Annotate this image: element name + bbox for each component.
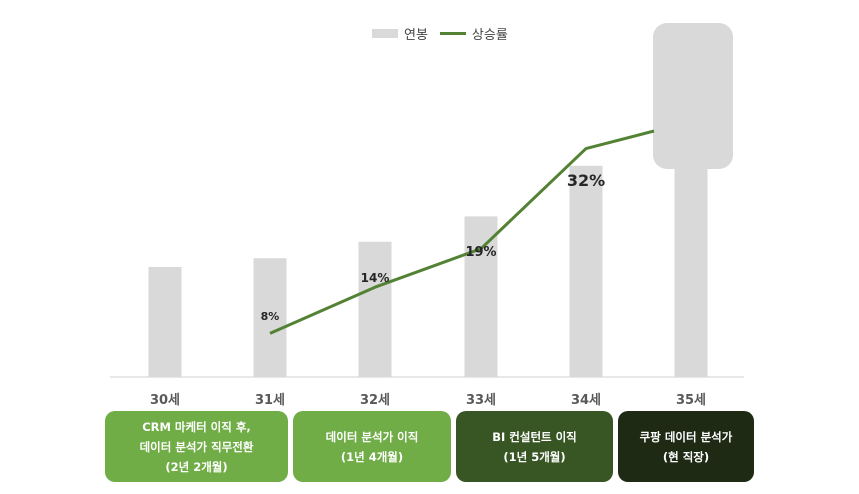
career-card: 쿠팡 데이터 분석가 (현 직장) [618, 411, 754, 482]
legend-line-swatch [439, 32, 466, 35]
legend-bar-swatch [372, 29, 398, 38]
card-line: CRM 마케터 이직 후, [142, 419, 251, 434]
salary-bar [674, 160, 708, 377]
x-tick-label: 34세 [570, 393, 602, 408]
career-card: CRM 마케터 이직 후, 데이터 분석가 직무전환 (2년 2개월) [105, 411, 288, 482]
growth-rate-line [269, 129, 655, 335]
legend: 연봉 상승률 [372, 24, 508, 43]
salary-bar [569, 165, 603, 377]
legend-bar-label: 연봉 [404, 28, 428, 43]
x-tick-label: 30세 [149, 393, 181, 408]
career-card: BI 컨설턴트 이직 (1년 5개월) [456, 411, 613, 482]
card-line: 쿠팡 데이터 분석가 [639, 429, 733, 444]
data-label: 32% [566, 171, 606, 190]
data-label: 19% [465, 245, 497, 260]
hidden-bar-cap [653, 23, 733, 169]
career-card: 데이터 분석가 이직 (1년 4개월) [293, 411, 451, 482]
x-tick-label: 31세 [254, 393, 286, 408]
salary-bar [253, 258, 287, 377]
card-line: (1년 5개월) [503, 449, 566, 464]
data-label: 14% [360, 271, 390, 285]
x-tick-label: 33세 [465, 393, 497, 408]
salary-bar [358, 241, 392, 377]
card-line: (2년 2개월) [165, 459, 228, 474]
x-tick-label: 35세 [675, 393, 707, 408]
card-line: (1년 4개월) [340, 449, 404, 464]
legend-line-label: 상승률 [471, 28, 508, 43]
card-line: 데이터 분석가 이직 [325, 429, 419, 444]
salary-bar [148, 267, 182, 377]
card-line: (현 직장) [662, 449, 710, 464]
salary-bar [464, 216, 498, 377]
card-line: BI 컨설턴트 이직 [492, 429, 577, 444]
x-tick-label: 32세 [359, 393, 391, 408]
data-label: 8% [260, 310, 280, 323]
card-line: 데이터 분석가 직무전환 [139, 439, 254, 454]
